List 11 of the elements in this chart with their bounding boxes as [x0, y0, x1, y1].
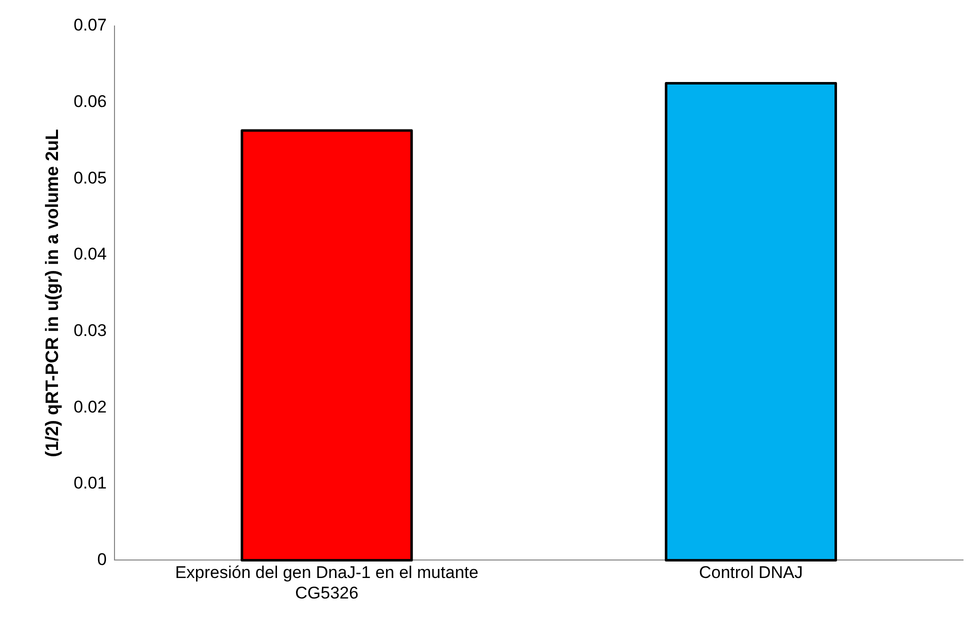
y-tick-label: 0.04	[74, 244, 107, 264]
y-tick-label: 0.01	[74, 474, 107, 493]
y-tick-label: 0.05	[74, 168, 107, 188]
y-tick-label: 0.03	[74, 320, 107, 340]
y-tick-label: 0.07	[74, 16, 107, 35]
x-tick-label: Expresión del gen DnaJ-1 en el mutante CG5326	[175, 563, 478, 602]
y-tick-label: 0.02	[74, 397, 107, 416]
y-tick-label: 0.06	[74, 92, 107, 111]
x-tick-label: Control DNAJ	[698, 563, 803, 582]
y-axis-title: (1/2) qRT-PCR in u(gr) in a volume 2uL	[42, 129, 62, 458]
y-tick-label: 0	[97, 550, 107, 569]
